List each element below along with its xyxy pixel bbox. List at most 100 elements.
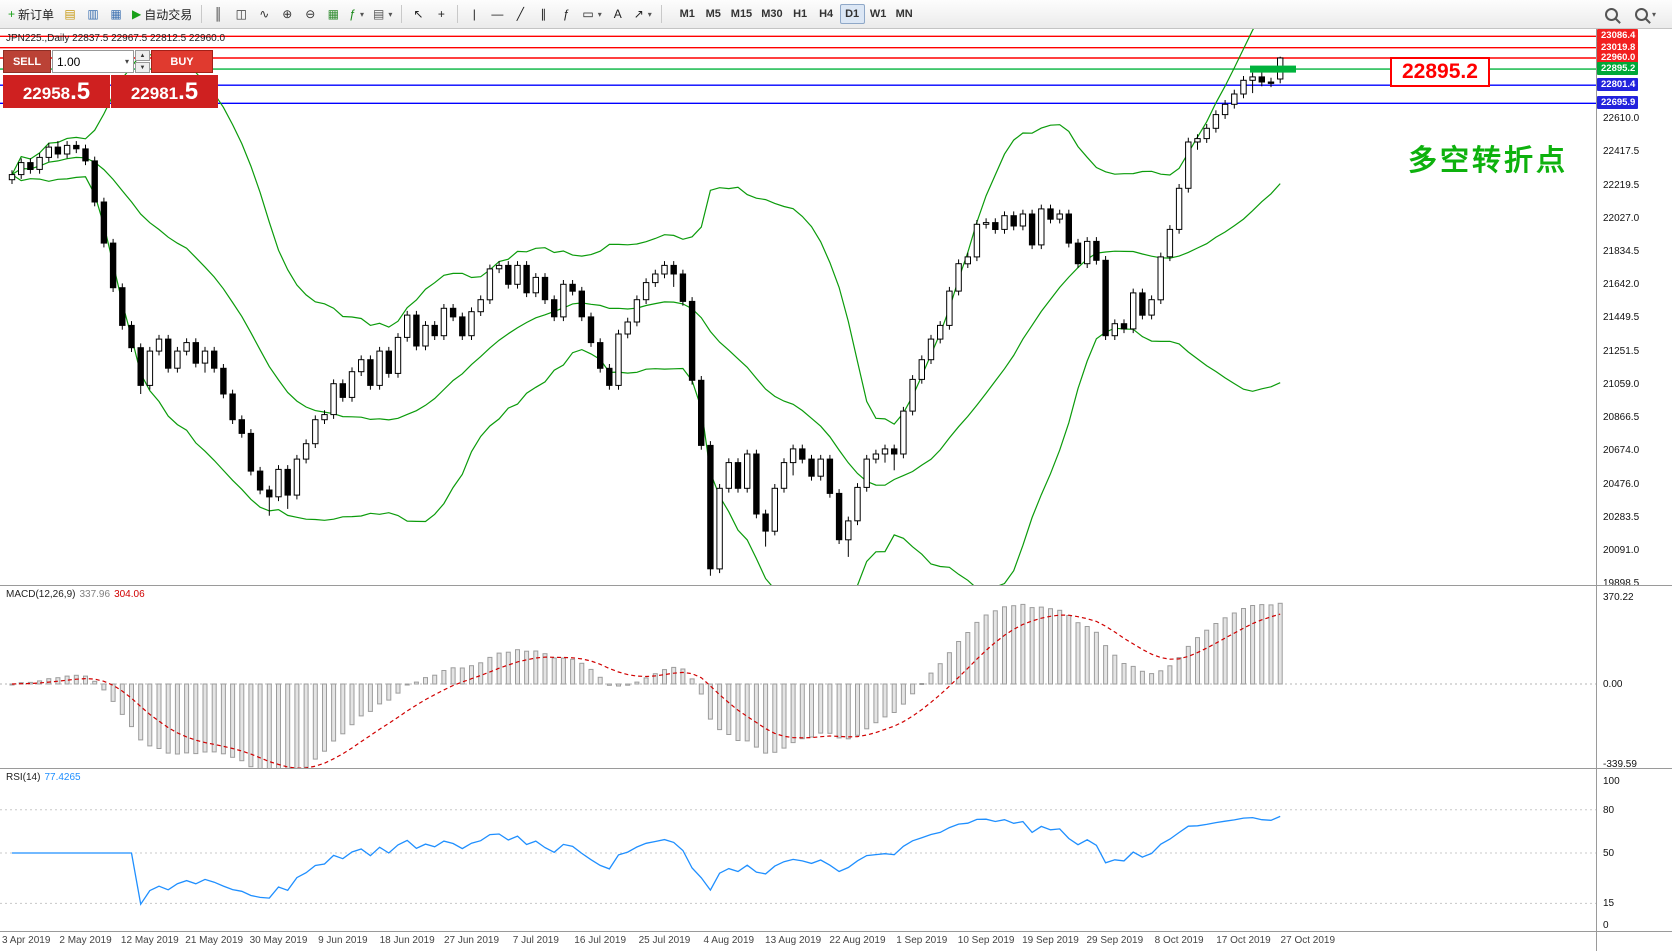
rsi-canvas[interactable] xyxy=(0,769,1596,931)
rsi-scale-label: 50 xyxy=(1603,848,1615,859)
toolbar-separator xyxy=(401,5,403,23)
panel-separator[interactable] xyxy=(0,768,1672,769)
bar-chart-type-icon: ║ xyxy=(214,7,223,21)
price-tag: 22895.2 xyxy=(1597,62,1639,76)
price-annotation-label[interactable]: 22895.2 xyxy=(1390,57,1490,87)
macd-canvas[interactable] xyxy=(0,586,1596,768)
line-chart-type-icon: ∿ xyxy=(259,7,270,21)
volume-dropdown-icon[interactable]: ▾ xyxy=(124,57,129,66)
shapes-button[interactable]: ▭ ▾ xyxy=(578,3,605,26)
axis-separator xyxy=(0,931,1672,932)
price-tag: 23019.8 xyxy=(1597,40,1639,54)
price-scale-label: 21251.5 xyxy=(1603,345,1640,357)
rsi-scale-label: 15 xyxy=(1603,898,1615,910)
time-axis-label: 18 Jun 2019 xyxy=(379,935,435,946)
chevron-down-icon: ▾ xyxy=(1651,9,1656,19)
zoom-in-button[interactable]: ⊕ xyxy=(276,3,298,26)
chevron-down-icon: ▾ xyxy=(597,9,602,19)
timeframe-w1[interactable]: W1 xyxy=(866,4,891,24)
timeframe-h1[interactable]: H1 xyxy=(788,4,813,24)
sell-price[interactable]: 22958.5 xyxy=(3,75,110,108)
channel-icon: ∥ xyxy=(540,7,547,21)
line-chart-type-button[interactable]: ∿ xyxy=(253,3,275,26)
new-order-button[interactable]: + 新订单 xyxy=(4,3,58,26)
grid-icon: ▦ xyxy=(327,7,339,21)
price-scale-label: 22610.0 xyxy=(1603,113,1640,124)
auto-trading-icon: ▶ xyxy=(132,7,142,21)
price-scale-label: 21642.0 xyxy=(1603,278,1640,290)
toolbar-button-label: 新订单 xyxy=(18,7,55,22)
time-axis[interactable]: 3 Apr 2019 2 May 2019 12 May 2019 21 May 20… xyxy=(0,932,1596,951)
time-axis-label: 27 Jun 2019 xyxy=(443,935,500,946)
candlestick-chart-type-button[interactable]: ◫ xyxy=(230,3,252,26)
bar-chart-type-button[interactable]: ║ xyxy=(207,3,229,26)
fibonacci-button[interactable]: ƒ xyxy=(555,3,577,26)
time-axis-label: 19 Sep 2019 xyxy=(1022,935,1079,946)
navigator-button[interactable]: ▦ xyxy=(105,3,127,26)
arrows-button[interactable]: ↗ ▾ xyxy=(630,3,656,26)
search-icon xyxy=(1605,7,1619,21)
time-axis-label: 22 Aug 2019 xyxy=(829,935,886,946)
templates-button[interactable]: ▤ ▾ xyxy=(369,3,396,26)
horizontal-line-button[interactable]: — xyxy=(486,3,508,26)
candlestick-chart-type-icon: ◫ xyxy=(235,7,247,21)
buy-button[interactable]: BUY xyxy=(151,50,213,73)
timeframe-m1[interactable]: M1 xyxy=(675,4,700,24)
price-scale-label: 20283.5 xyxy=(1603,511,1640,523)
timeframe-m15[interactable]: M15 xyxy=(727,4,756,24)
toolbar-button-label: 自动交易 xyxy=(144,7,193,22)
time-axis-label: 12 May 2019 xyxy=(120,935,179,946)
one-click-top-row: SELL 1.00 ▾ ▲ ▼ BUY xyxy=(3,50,218,73)
trendline-icon: ╱ xyxy=(516,7,524,21)
sell-button[interactable]: SELL xyxy=(3,50,51,73)
macd-scale-label: 0.00 xyxy=(1603,679,1623,690)
time-axis-label: 27 Oct 2019 xyxy=(1280,935,1336,946)
volume-input[interactable]: 1.00 ▾ xyxy=(52,50,134,73)
auto-trading-button[interactable]: ▶ 自动交易 xyxy=(128,3,196,26)
price-scale[interactable]: 22610.0 22417.5 22219.5 22027.0 21834.5 21642… xyxy=(1597,29,1672,951)
price-tag: 22695.9 xyxy=(1597,96,1639,110)
time-axis-label: 4 Aug 2019 xyxy=(703,935,755,946)
macd-signal-value: 304.06 xyxy=(114,589,145,600)
price-scale-label: 19898.5 xyxy=(1603,577,1640,589)
zoom-out-button[interactable]: ⊖ xyxy=(299,3,321,26)
search-symbol-button[interactable] xyxy=(1601,3,1623,26)
market-watch-button[interactable]: ▥ xyxy=(82,3,104,26)
timeframe-m30[interactable]: M30 xyxy=(757,4,786,24)
timeframe-h4[interactable]: H4 xyxy=(814,4,839,24)
price-scale-label: 20674.0 xyxy=(1603,444,1640,456)
templates-icon: ▤ xyxy=(372,7,385,21)
timeframe-mn[interactable]: MN xyxy=(892,4,917,24)
rsi-label: RSI(14) xyxy=(6,772,41,783)
shapes-icon: ▭ xyxy=(582,7,594,21)
time-axis-label: 29 Sep 2019 xyxy=(1086,935,1144,946)
rsi-scale-label: 100 xyxy=(1603,776,1620,787)
panel-separator[interactable] xyxy=(0,585,1672,586)
indicators-button[interactable]: ƒ ▾ xyxy=(345,3,368,26)
toolbar-left-group: + 新订单 ▤ ▥ ▦ ▶ 自动交易 ║ ◫ ∿ ⊕ ⊖ ▦ ƒ ▾ ▤ ▾ ↖ + | — ╱ ∥ ƒ ▭ ▾ A ↗ ▾ xyxy=(4,3,666,26)
channel-button[interactable]: ∥ xyxy=(532,3,554,26)
main-chart-panel: JPN225.,Daily 22837.5 22967.5 22812.5 22… xyxy=(0,29,1596,586)
rsi-scale-label: 0 xyxy=(1603,920,1609,931)
timeframe-d1[interactable]: D1 xyxy=(839,4,865,24)
chart-profile-button[interactable]: ▤ xyxy=(59,3,81,26)
crosshair-button[interactable]: + xyxy=(430,3,452,26)
timeframe-m5[interactable]: M5 xyxy=(701,4,726,24)
market-watch-icon: ▥ xyxy=(87,7,99,21)
zoom-out-icon: ⊖ xyxy=(305,7,316,21)
price-tag: 22960.0 xyxy=(1597,50,1639,64)
buy-price[interactable]: 22981.5 xyxy=(111,75,218,108)
volume-down-button[interactable]: ▼ xyxy=(135,62,150,73)
grid-button[interactable]: ▦ xyxy=(322,3,344,26)
time-axis-label: 2 May 2019 xyxy=(59,935,112,946)
volume-up-button[interactable]: ▲ xyxy=(135,50,150,61)
chart-profile-icon: ▤ xyxy=(64,7,76,21)
main-chart-canvas[interactable] xyxy=(0,29,1596,586)
text-button[interactable]: A xyxy=(607,3,629,26)
cursor-button[interactable]: ↖ xyxy=(407,3,429,26)
vertical-line-button[interactable]: | xyxy=(463,3,485,26)
trendline-button[interactable]: ╱ xyxy=(509,3,531,26)
trend-annotation-text[interactable]: 多空转折点 xyxy=(1408,145,1569,177)
rsi-scale-label: 80 xyxy=(1603,804,1615,816)
quick-search-button[interactable]: ▾ xyxy=(1631,3,1660,26)
